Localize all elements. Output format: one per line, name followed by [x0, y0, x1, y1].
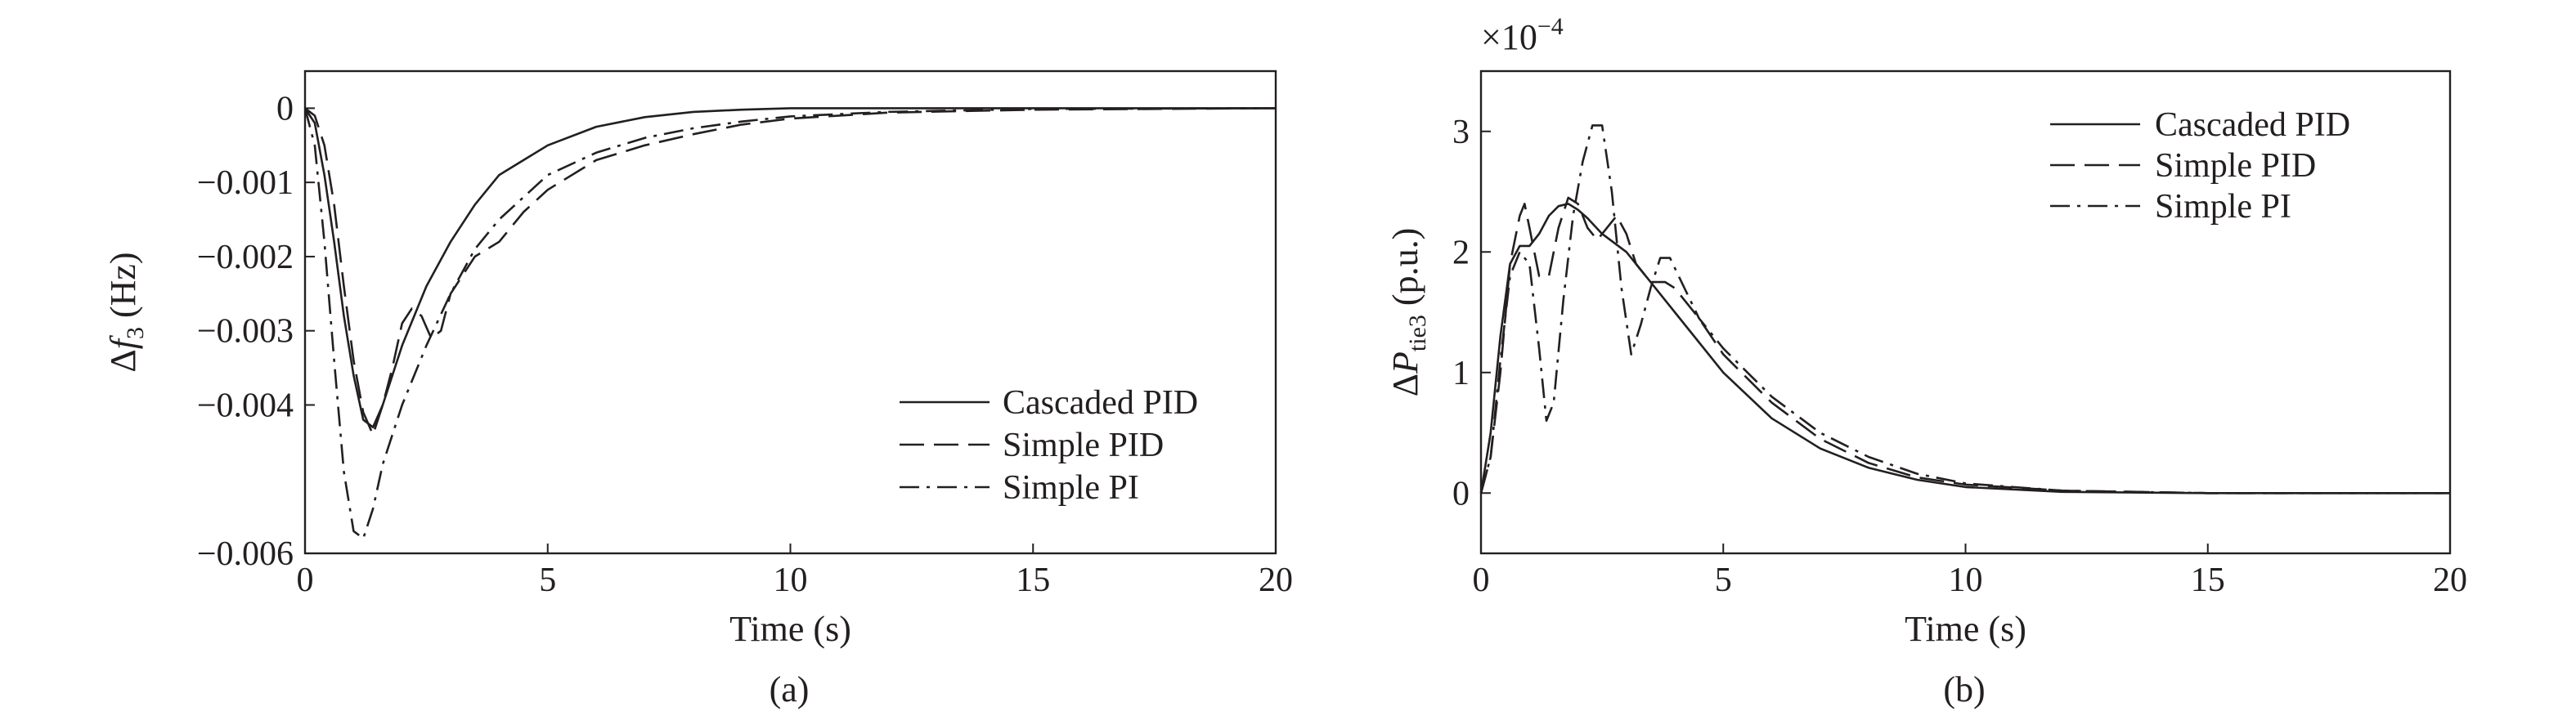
y-scale-base: ×10: [1481, 17, 1537, 57]
y-tick-label: 1: [1452, 355, 1470, 392]
series-line-simple-pid: [1479, 196, 2450, 494]
series-line-simple-pid: [304, 107, 1277, 436]
legend-label: Simple PID: [2155, 147, 2316, 185]
y-tick-label: −0.001: [197, 164, 294, 202]
y-tick-label: −0.003: [197, 313, 294, 351]
y-tick-label: 0: [1452, 475, 1470, 512]
legend-label: Cascaded PID: [2155, 106, 2350, 144]
y-tick-label: −0.006: [197, 535, 294, 573]
panel-label: (b): [1943, 669, 1985, 709]
x-tick-label: 0: [1473, 562, 1490, 599]
y-axis-label-sub: 3: [122, 327, 149, 339]
panel-label: (a): [770, 669, 810, 709]
legend-label: Simple PI: [2155, 188, 2291, 226]
y-axis-label: ΔPtie3 (p.u.): [1385, 228, 1431, 397]
y-axis-label-sub: tie3: [1404, 315, 1431, 351]
series-line-simple-pi: [1479, 124, 2450, 494]
y-axis-label-suffix: (p.u.): [1385, 228, 1425, 315]
x-tick-label: 15: [1016, 562, 1050, 599]
series-line-cascaded-pid: [1479, 203, 2450, 494]
x-tick-label: 15: [2191, 562, 2225, 599]
x-tick-label: 20: [2433, 562, 2467, 599]
x-axis-label: Time (s): [1905, 609, 2026, 649]
legend-label: Simple PID: [1003, 427, 1164, 464]
y-tick-label: −0.004: [197, 387, 294, 424]
x-tick-label: 5: [1715, 562, 1732, 599]
y-scale-exponent: −4: [1537, 13, 1564, 40]
y-axis-label: Δf3 (Hz): [103, 252, 149, 372]
series-line-simple-pi: [303, 107, 1277, 540]
chart-panel-a: 0 5 10 15 20 0 −0.001 −0.002 −0.003 −0.004 −0.006 T…: [103, 69, 1293, 709]
legend-label: Simple PI: [1003, 469, 1139, 507]
x-tick-label: 10: [1949, 562, 1983, 599]
y-tick-label: −0.002: [197, 239, 294, 276]
legend: Cascaded PID Simple PID Simple PI: [900, 384, 1198, 507]
x-axis-label: Time (s): [729, 609, 851, 649]
y-tick-label: 3: [1452, 114, 1470, 151]
legend-label: Cascaded PID: [1003, 384, 1198, 422]
x-tick-label: 5: [539, 562, 556, 599]
x-tick-label: 0: [297, 562, 314, 599]
y-axis-label-prefix: Δ: [103, 349, 143, 372]
y-axis-label-prefix: Δ: [1385, 374, 1425, 396]
y-tick-label: 2: [1452, 234, 1470, 271]
y-axis-label-suffix: (Hz): [103, 252, 143, 327]
y-tick-label: 0: [276, 90, 294, 128]
x-tick-label: 10: [774, 562, 808, 599]
x-tick-label: 20: [1259, 562, 1293, 599]
y-scale-multiplier: ×10−4: [1481, 13, 1564, 57]
series-line-cascaded-pid: [303, 107, 1276, 429]
chart-panel-b: 0 5 10 15 20 0 1 2 3 Time (s) ΔPtie3 (p.u.) ×10−4 Ca…: [1385, 13, 2467, 709]
y-axis-label-var: P: [1385, 351, 1425, 374]
